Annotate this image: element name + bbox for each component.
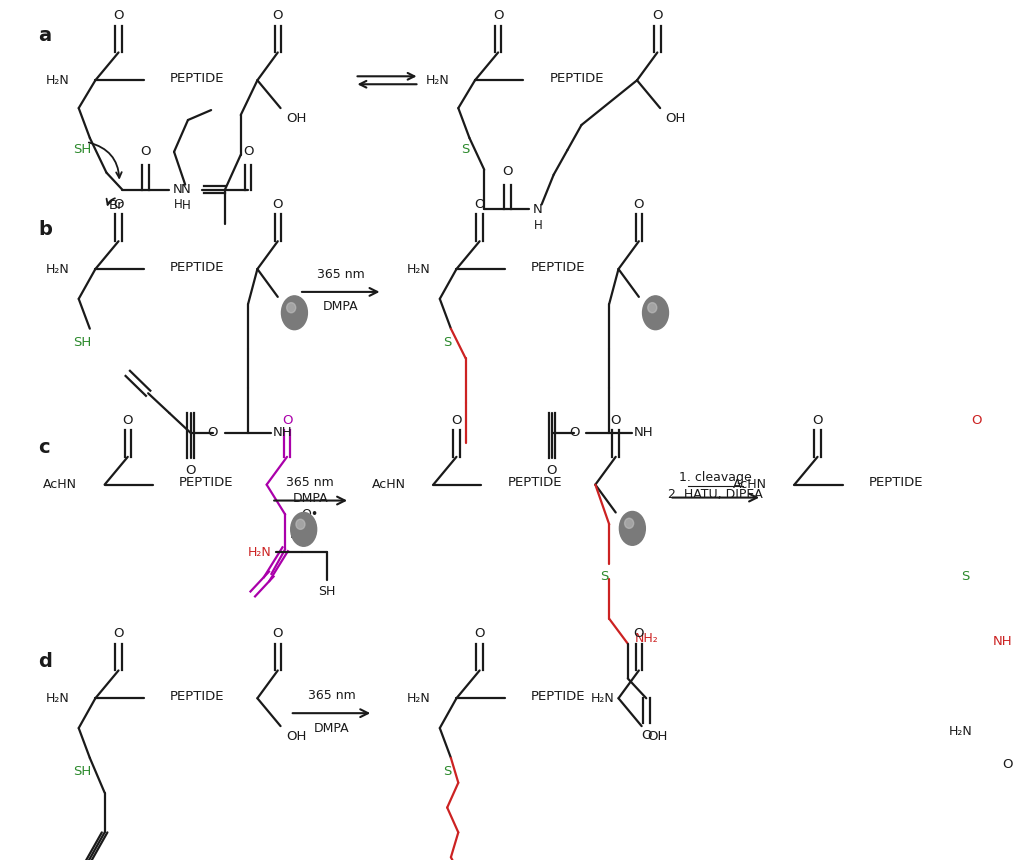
- Text: O: O: [493, 9, 504, 22]
- Text: O: O: [272, 198, 283, 211]
- Text: SH: SH: [74, 765, 91, 778]
- Text: O: O: [114, 627, 124, 640]
- Text: H₂N: H₂N: [46, 692, 70, 705]
- Text: PEPTIDE: PEPTIDE: [170, 261, 224, 274]
- Text: DMPA: DMPA: [293, 492, 328, 505]
- Text: O: O: [474, 198, 484, 211]
- Text: c: c: [38, 438, 49, 457]
- FancyArrowPatch shape: [106, 198, 115, 205]
- Text: H₂N: H₂N: [949, 725, 973, 738]
- Text: d: d: [38, 652, 52, 671]
- Text: O: O: [641, 728, 651, 741]
- Text: OH: OH: [647, 729, 668, 742]
- Text: PEPTIDE: PEPTIDE: [531, 261, 586, 274]
- Text: a: a: [38, 26, 51, 45]
- Text: PEPTIDE: PEPTIDE: [179, 476, 233, 489]
- Text: H₂N: H₂N: [425, 73, 450, 87]
- Text: O: O: [568, 426, 580, 439]
- Text: O: O: [452, 413, 462, 426]
- Text: H₂N: H₂N: [248, 545, 271, 558]
- Text: 365 nm: 365 nm: [307, 689, 355, 702]
- Text: SH: SH: [74, 143, 91, 156]
- Text: H: H: [534, 219, 543, 232]
- Text: O: O: [972, 413, 982, 426]
- Ellipse shape: [291, 513, 316, 546]
- Text: H₂N: H₂N: [46, 73, 70, 87]
- Text: 365 nm: 365 nm: [316, 268, 365, 280]
- Text: OH: OH: [666, 111, 686, 124]
- Text: PEPTIDE: PEPTIDE: [508, 476, 562, 489]
- Text: 365 nm: 365 nm: [287, 476, 334, 489]
- Text: O: O: [652, 9, 663, 22]
- Text: O: O: [123, 413, 133, 426]
- Text: SH: SH: [318, 585, 336, 598]
- Text: SH: SH: [74, 336, 91, 349]
- Text: O: O: [243, 145, 253, 158]
- Text: NH: NH: [634, 426, 653, 439]
- Text: AcHN: AcHN: [732, 478, 767, 491]
- Text: NH: NH: [272, 426, 292, 439]
- Text: S: S: [443, 765, 452, 778]
- Text: H₂N: H₂N: [407, 262, 430, 275]
- Text: O: O: [610, 413, 621, 426]
- Text: OH: OH: [286, 729, 306, 742]
- Text: PEPTIDE: PEPTIDE: [869, 476, 924, 489]
- Text: DMPA: DMPA: [313, 721, 349, 734]
- Text: H: H: [182, 199, 190, 212]
- Text: O: O: [634, 627, 644, 640]
- Ellipse shape: [620, 512, 645, 545]
- Text: O: O: [1002, 759, 1013, 772]
- Text: 1. cleavage: 1. cleavage: [679, 471, 752, 484]
- Text: O•: O•: [301, 508, 318, 521]
- Ellipse shape: [648, 303, 656, 312]
- Text: O: O: [812, 413, 823, 426]
- Text: S: S: [962, 570, 970, 583]
- Text: b: b: [38, 220, 52, 239]
- FancyArrowPatch shape: [89, 142, 122, 178]
- Text: O: O: [185, 464, 196, 477]
- Text: NH₂: NH₂: [290, 528, 313, 541]
- Text: H₂N: H₂N: [46, 262, 70, 275]
- Text: O: O: [502, 165, 513, 178]
- Text: PEPTIDE: PEPTIDE: [550, 72, 604, 85]
- Ellipse shape: [296, 520, 305, 529]
- Text: O: O: [272, 627, 283, 640]
- Text: OH: OH: [286, 111, 306, 124]
- Text: H: H: [173, 198, 182, 211]
- Text: S: S: [600, 570, 609, 583]
- Text: AcHN: AcHN: [43, 478, 77, 491]
- Text: N: N: [534, 203, 543, 216]
- Text: O: O: [282, 413, 292, 426]
- Text: Br: Br: [109, 199, 123, 212]
- Text: S: S: [462, 143, 470, 156]
- Text: DMPA: DMPA: [323, 300, 358, 313]
- Text: H₂N: H₂N: [407, 692, 430, 705]
- Ellipse shape: [287, 303, 296, 312]
- Text: O: O: [114, 198, 124, 211]
- Text: H₂N: H₂N: [591, 692, 614, 705]
- Ellipse shape: [642, 296, 669, 330]
- Text: S: S: [443, 336, 452, 349]
- Text: PEPTIDE: PEPTIDE: [170, 72, 224, 85]
- Text: PEPTIDE: PEPTIDE: [170, 690, 224, 702]
- Text: O: O: [140, 145, 151, 158]
- Ellipse shape: [282, 296, 307, 330]
- Text: O: O: [114, 9, 124, 22]
- Text: O: O: [474, 627, 484, 640]
- Ellipse shape: [625, 519, 634, 528]
- Text: O: O: [208, 426, 218, 439]
- Text: O: O: [547, 464, 557, 477]
- Text: N: N: [181, 183, 190, 196]
- Text: NH: NH: [993, 635, 1013, 648]
- Text: 2. HATU, DIPEA: 2. HATU, DIPEA: [669, 488, 763, 501]
- Text: N: N: [173, 183, 182, 196]
- Text: O: O: [634, 198, 644, 211]
- Text: O: O: [272, 9, 283, 22]
- Text: AcHN: AcHN: [372, 478, 406, 491]
- Text: NH₂: NH₂: [635, 633, 658, 646]
- Text: PEPTIDE: PEPTIDE: [531, 690, 586, 702]
